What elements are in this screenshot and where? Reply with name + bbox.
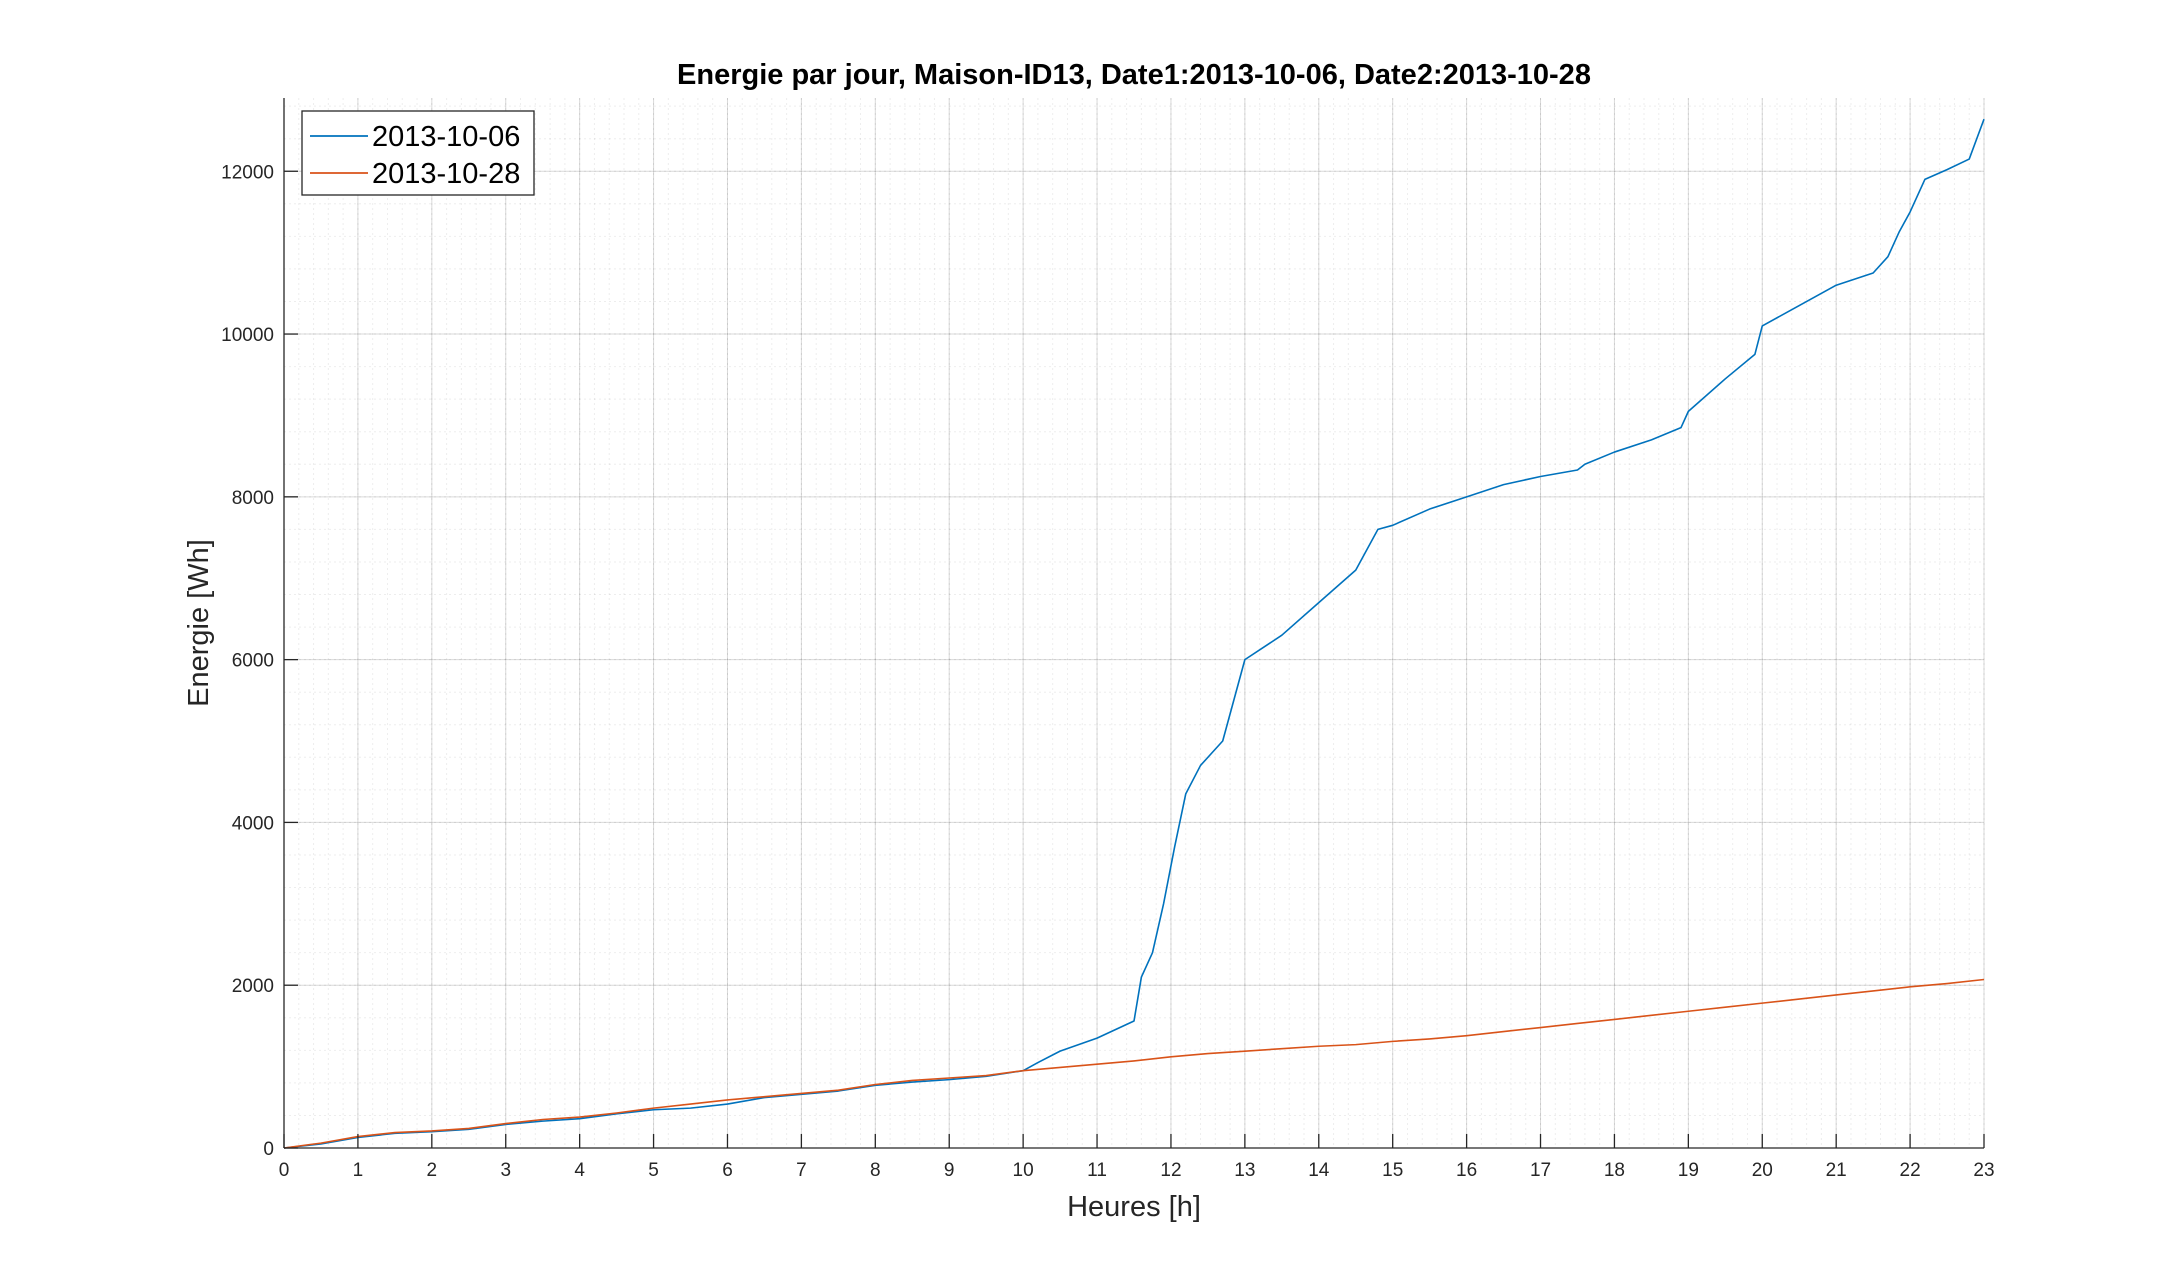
y-tick-label: 10000 — [221, 325, 274, 346]
x-tick-label: 12 — [1160, 1160, 1181, 1181]
x-tick-label: 11 — [1087, 1160, 1107, 1181]
y-axis-ticks: 0 2000 4000 6000 8000 10000 12000 — [221, 162, 298, 1160]
x-tick-label: 19 — [1678, 1160, 1699, 1181]
x-tick-label: 3 — [500, 1160, 511, 1181]
major-grid — [283, 98, 1985, 1149]
x-tick-label: 23 — [1973, 1160, 1994, 1181]
legend-label-2013-10-06: 2013-10-06 — [372, 121, 520, 153]
x-tick-label: 13 — [1234, 1160, 1255, 1181]
series-line-2013-10-28 — [283, 978, 1985, 1149]
x-tick-label: 7 — [796, 1160, 807, 1181]
y-tick-label: 0 — [263, 1139, 274, 1160]
x-tick-label: 6 — [722, 1160, 733, 1181]
y-tick-label: 8000 — [232, 488, 274, 509]
x-axis-title: Heures [h] — [1067, 1191, 1201, 1223]
x-tick-label: 8 — [870, 1160, 881, 1181]
legend: 2013-10-06 2013-10-28 — [301, 110, 535, 196]
x-tick-label: 20 — [1752, 1160, 1773, 1181]
x-tick-label: 15 — [1382, 1160, 1403, 1181]
chart-title: Energie par jour, Maison-ID13, Date1:201… — [677, 59, 1591, 91]
y-tick-label: 4000 — [232, 813, 274, 834]
y-tick-label: 12000 — [221, 162, 274, 183]
x-tick-label: 0 — [279, 1160, 290, 1181]
series-layer — [283, 118, 1985, 1149]
x-tick-label: 21 — [1826, 1160, 1847, 1181]
y-axis-title: Energie [Wh] — [183, 539, 215, 707]
legend-box — [301, 110, 535, 196]
x-tick-label: 1 — [353, 1160, 364, 1181]
x-axis-ticks: 0 1 2 3 4 5 6 7 8 9 10 11 12 13 14 15 16 17 18 19 20 21 22 23 — [279, 1134, 1995, 1181]
x-tick-label: 2 — [427, 1160, 438, 1181]
x-tick-label: 17 — [1530, 1160, 1551, 1181]
x-tick-label: 9 — [944, 1160, 955, 1181]
x-tick-label: 22 — [1900, 1160, 1921, 1181]
plot-area — [284, 98, 1984, 1148]
x-tick-label: 14 — [1308, 1160, 1330, 1181]
x-tick-label: 10 — [1013, 1160, 1034, 1181]
axes — [283, 98, 1984, 1149]
y-tick-label: 2000 — [232, 976, 274, 997]
x-tick-label: 16 — [1456, 1160, 1477, 1181]
x-tick-label: 18 — [1604, 1160, 1625, 1181]
x-tick-label: 4 — [574, 1160, 585, 1181]
legend-label-2013-10-28: 2013-10-28 — [372, 158, 520, 190]
y-tick-label: 6000 — [232, 651, 274, 672]
x-tick-label: 5 — [648, 1160, 659, 1181]
series-line-2013-10-06 — [283, 118, 1985, 1149]
